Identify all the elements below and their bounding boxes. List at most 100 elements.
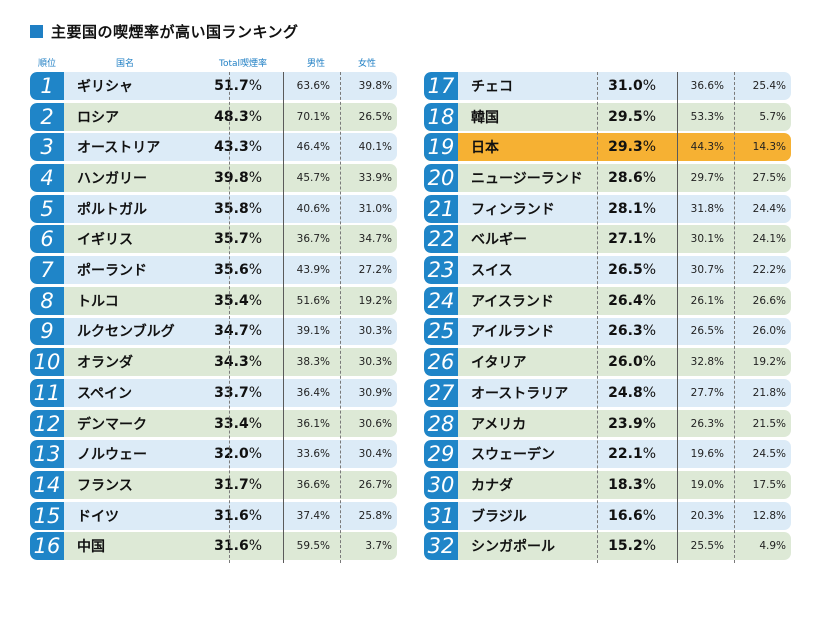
country-name: アメリカ [471, 416, 527, 433]
percent-sign: % [642, 415, 656, 432]
rank-number: 24 [424, 286, 458, 315]
total-rate-value: 31.6 [214, 538, 249, 555]
total-rate: 31.7% [198, 471, 262, 499]
male-rate: 19.6% [690, 448, 724, 461]
female-rate: 26.0% [752, 325, 786, 338]
header-male: 男性 [306, 59, 326, 69]
total-rate: 35.8% [198, 195, 262, 223]
total-rate: 34.7% [198, 318, 262, 346]
total-rate: 43.3% [198, 133, 262, 161]
title-block: 主要国の喫煙率が高い国ランキング [30, 20, 299, 42]
female-rate: 25.8% [358, 509, 392, 522]
table-row: 22 ベルギー 27.1% 30.1% 24.1% [424, 225, 791, 254]
ranking-table-right: 17 チェコ 31.0% 36.6% 25.4% 18 韓国 29.5% 53.3% 5.7% 19… [424, 72, 791, 563]
female-rate: 26.6% [752, 294, 786, 307]
male-rate: 25.5% [690, 540, 724, 553]
total-rate: 28.6% [592, 164, 656, 192]
rank-number: 2 [30, 102, 64, 131]
percent-sign: % [642, 200, 656, 217]
column-divider [283, 72, 284, 563]
total-rate-value: 33.4 [214, 415, 249, 432]
female-rate: 27.2% [358, 264, 392, 277]
rank-number: 4 [30, 164, 64, 192]
rank-number: 23 [424, 256, 458, 285]
total-rate-value: 35.6 [214, 262, 249, 279]
total-rate: 26.3% [592, 318, 656, 346]
total-rate-value: 39.8 [214, 170, 249, 186]
total-rate: 34.3% [198, 348, 262, 376]
ranking-table-left: 1 ギリシャ 51.7% 63.6% 39.8% 2 ロシア 48.3% 70.1% 26.5% 3… [30, 72, 397, 563]
male-rate: 36.7% [296, 233, 330, 246]
male-rate: 30.1% [690, 233, 724, 246]
table-row: 28 アメリカ 23.9% 26.3% 21.5% [424, 409, 791, 438]
percent-sign: % [248, 446, 262, 463]
female-rate: 25.4% [752, 79, 786, 92]
female-rate: 12.8% [752, 509, 786, 522]
country-name: オーストリア [77, 140, 161, 157]
table-row: 10 オランダ 34.3% 38.3% 30.3% [30, 348, 397, 377]
rank-number: 20 [424, 164, 458, 192]
female-rate: 33.9% [358, 172, 392, 184]
country-name: スウェーデン [471, 447, 555, 464]
country-name: フィンランド [471, 201, 555, 218]
total-rate-value: 51.7 [214, 77, 249, 94]
female-rate: 24.1% [752, 233, 786, 246]
total-rate: 39.8% [198, 164, 262, 192]
column-divider [340, 72, 341, 563]
total-rate: 24.8% [592, 379, 656, 407]
total-rate-value: 33.7 [214, 384, 249, 401]
percent-sign: % [642, 77, 656, 94]
table-row: 25 アイルランド 26.3% 26.5% 26.0% [424, 317, 791, 346]
country-name: アイルランド [471, 324, 555, 341]
table-row: 8 トルコ 35.4% 51.6% 19.2% [30, 286, 397, 315]
country-name: スペイン [77, 385, 133, 402]
female-rate: 22.2% [752, 264, 786, 277]
country-name: 韓国 [471, 109, 499, 126]
page-title: 主要国の喫煙率が高い国ランキング [51, 22, 299, 41]
header-female: 女性 [357, 59, 377, 69]
female-rate: 3.7% [365, 540, 392, 553]
male-rate: 45.7% [296, 172, 330, 184]
total-rate: 33.7% [198, 379, 262, 407]
percent-sign: % [642, 538, 656, 555]
male-rate: 70.1% [296, 110, 330, 123]
female-rate: 19.2% [752, 356, 786, 369]
table-row: 20 ニュージーランド 28.6% 29.7% 27.5% [424, 164, 791, 192]
percent-sign: % [642, 354, 656, 371]
total-rate: 35.7% [198, 225, 262, 253]
total-rate: 15.2% [592, 532, 656, 560]
female-rate: 26.7% [358, 478, 392, 491]
country-name: イギリス [77, 232, 133, 249]
total-rate-value: 28.1 [608, 200, 643, 217]
rank-number: 17 [424, 72, 458, 100]
rank-number: 31 [424, 501, 458, 530]
percent-sign: % [248, 262, 262, 279]
table-row: 6 イギリス 35.7% 36.7% 34.7% [30, 225, 397, 254]
percent-sign: % [248, 476, 262, 493]
rank-number: 3 [30, 133, 64, 162]
rank-number: 6 [30, 225, 64, 254]
rank-number: 22 [424, 225, 458, 254]
country-name: ギリシャ [77, 78, 133, 95]
table-row: 26 イタリア 26.0% 32.8% 19.2% [424, 348, 791, 377]
country-name: ニュージーランド [471, 171, 583, 187]
male-rate: 39.1% [296, 325, 330, 338]
rank-number: 5 [30, 194, 64, 223]
column-divider [734, 72, 735, 563]
country-name: フランス [77, 477, 133, 494]
total-rate-value: 34.7 [214, 323, 249, 340]
total-rate: 31.0% [592, 72, 656, 100]
female-rate: 30.6% [358, 417, 392, 430]
total-rate-value: 35.8 [214, 200, 249, 217]
total-rate-value: 35.4 [214, 292, 249, 309]
total-rate: 51.7% [198, 72, 262, 100]
percent-sign: % [642, 476, 656, 493]
total-rate: 35.6% [198, 256, 262, 284]
total-rate: 31.6% [198, 502, 262, 530]
female-rate: 30.4% [358, 448, 392, 461]
percent-sign: % [642, 139, 656, 156]
rank-number: 27 [424, 378, 458, 407]
male-rate: 31.8% [690, 202, 724, 215]
table-row: 14 フランス 31.7% 36.6% 26.7% [30, 470, 397, 499]
male-rate: 20.3% [690, 509, 724, 522]
